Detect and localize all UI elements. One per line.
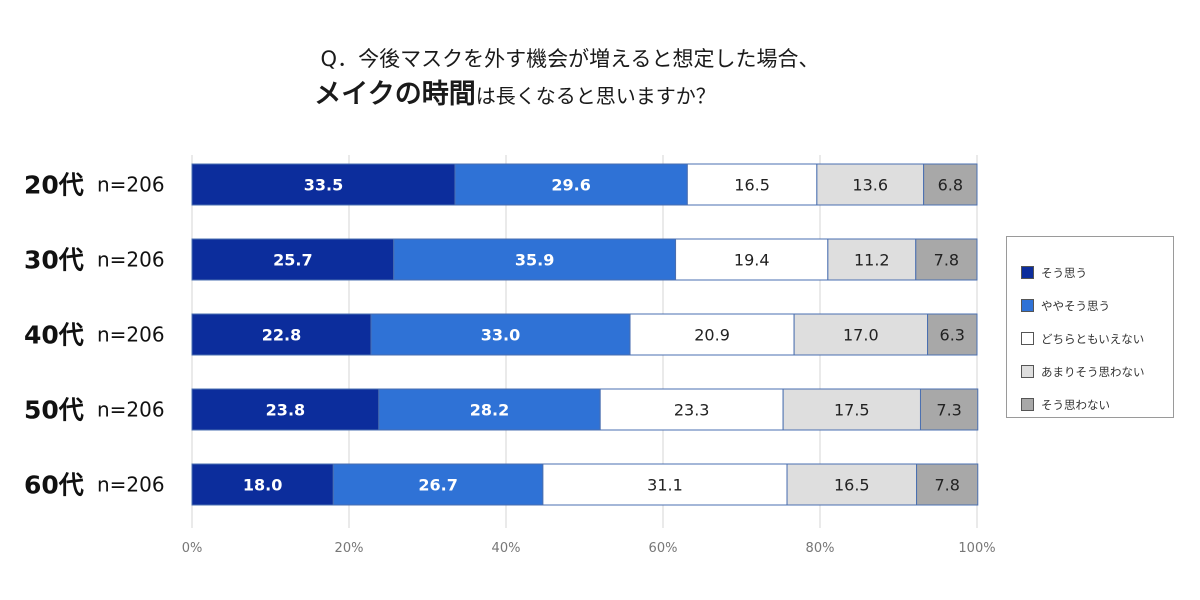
x-tick-label: 20%	[335, 541, 364, 556]
data-label: 31.1	[647, 476, 683, 495]
bar-segment	[686, 163, 818, 206]
legend-swatch	[1021, 365, 1034, 378]
x-tick-label: 0%	[182, 541, 203, 556]
bar-segment	[923, 163, 978, 206]
legend-swatch	[1021, 332, 1034, 345]
data-label: 7.8	[934, 476, 959, 495]
data-label: 20.9	[694, 326, 730, 345]
bar-segment	[191, 163, 456, 206]
data-label: 18.0	[243, 476, 282, 495]
legend-label: そう思わない	[1041, 397, 1110, 412]
data-label: 29.6	[551, 176, 590, 195]
bar-segment	[782, 388, 921, 431]
bar-segment	[827, 238, 917, 281]
category-label: 40代	[24, 321, 84, 350]
title-suffix: は長くなると思いますか？	[475, 84, 716, 108]
data-label: 19.4	[734, 251, 770, 270]
data-label: 23.3	[674, 401, 710, 420]
legend-item: あまりそう思わない	[1021, 358, 1173, 385]
bar-segment	[191, 238, 395, 281]
legend-item: そう思わない	[1021, 391, 1173, 418]
data-label: 16.5	[734, 176, 770, 195]
data-label: 22.8	[262, 326, 301, 345]
title-line-2: メイクの時間は長くなると思いますか？	[0, 78, 1140, 113]
bar-segment	[675, 238, 829, 281]
bar-segment	[454, 163, 688, 206]
category-label: 60代	[24, 471, 84, 500]
data-label: 35.9	[515, 251, 554, 270]
category-label: 20代	[24, 171, 84, 200]
bar-segment	[542, 463, 788, 506]
title-emphasis: メイクの時間	[314, 79, 476, 110]
bar-segment	[599, 388, 784, 431]
legend-swatch	[1021, 299, 1034, 312]
legend-label: ややそう思う	[1041, 298, 1110, 313]
data-label: 16.5	[834, 476, 870, 495]
sample-size-label: n=206	[97, 248, 165, 272]
sample-size-label: n=206	[97, 173, 165, 197]
data-label: 7.8	[934, 251, 959, 270]
x-tick-label: 100%	[958, 541, 995, 556]
x-tick-label: 40%	[492, 541, 521, 556]
category-label: 30代	[24, 246, 84, 275]
legend-swatch	[1021, 398, 1034, 411]
bar-segment	[191, 463, 334, 506]
legend-label: そう思う	[1041, 265, 1087, 280]
data-label: 13.6	[852, 176, 888, 195]
bar-segment	[916, 463, 979, 506]
bar-segment	[393, 238, 677, 281]
category-label: 50代	[24, 396, 84, 425]
legend-label: どちらともいえない	[1041, 331, 1145, 346]
data-label: 17.0	[843, 326, 879, 345]
data-label: 26.7	[418, 476, 457, 495]
data-label: 33.0	[481, 326, 520, 345]
chart-title: Q．今後マスクを外す機会が増えると想定した場合、 メイクの時間は長くなると思いま…	[0, 44, 1140, 113]
legend-item: ややそう思う	[1021, 292, 1173, 319]
bar-segment	[816, 163, 925, 206]
title-line-1: Q．今後マスクを外す機会が増えると想定した場合、	[320, 47, 820, 71]
bar-segment	[332, 463, 544, 506]
bar-segment	[919, 388, 979, 431]
data-label: 25.7	[273, 251, 312, 270]
bar-segment	[915, 238, 978, 281]
sample-size-label: n=206	[97, 323, 165, 347]
data-label: 11.2	[854, 251, 890, 270]
bar-segment	[370, 313, 631, 356]
data-label: 6.3	[940, 326, 965, 345]
x-tick-label: 60%	[649, 541, 678, 556]
bar-segment	[191, 313, 372, 356]
x-tick-label: 80%	[806, 541, 835, 556]
data-label: 7.3	[936, 401, 961, 420]
bar-segment	[793, 313, 929, 356]
bar-segment	[786, 463, 918, 506]
bar-segment	[629, 313, 795, 356]
data-label: 33.5	[304, 176, 343, 195]
legend: そう思うややそう思うどちらともいえない あまりそう思わない そう思わない	[1006, 236, 1174, 418]
legend-swatch	[1021, 266, 1034, 279]
data-label: 23.8	[266, 401, 305, 420]
data-label: 6.8	[938, 176, 963, 195]
sample-size-label: n=206	[97, 398, 165, 422]
legend-item: どちらともいえない	[1021, 325, 1173, 352]
legend-label: あまりそう思わない	[1041, 364, 1145, 379]
sample-size-label: n=206	[97, 473, 165, 497]
bar-segment	[927, 313, 978, 356]
bar-segment	[191, 388, 380, 431]
data-label: 17.5	[834, 401, 870, 420]
legend-item: そう思う	[1021, 259, 1173, 286]
data-label: 28.2	[470, 401, 509, 420]
